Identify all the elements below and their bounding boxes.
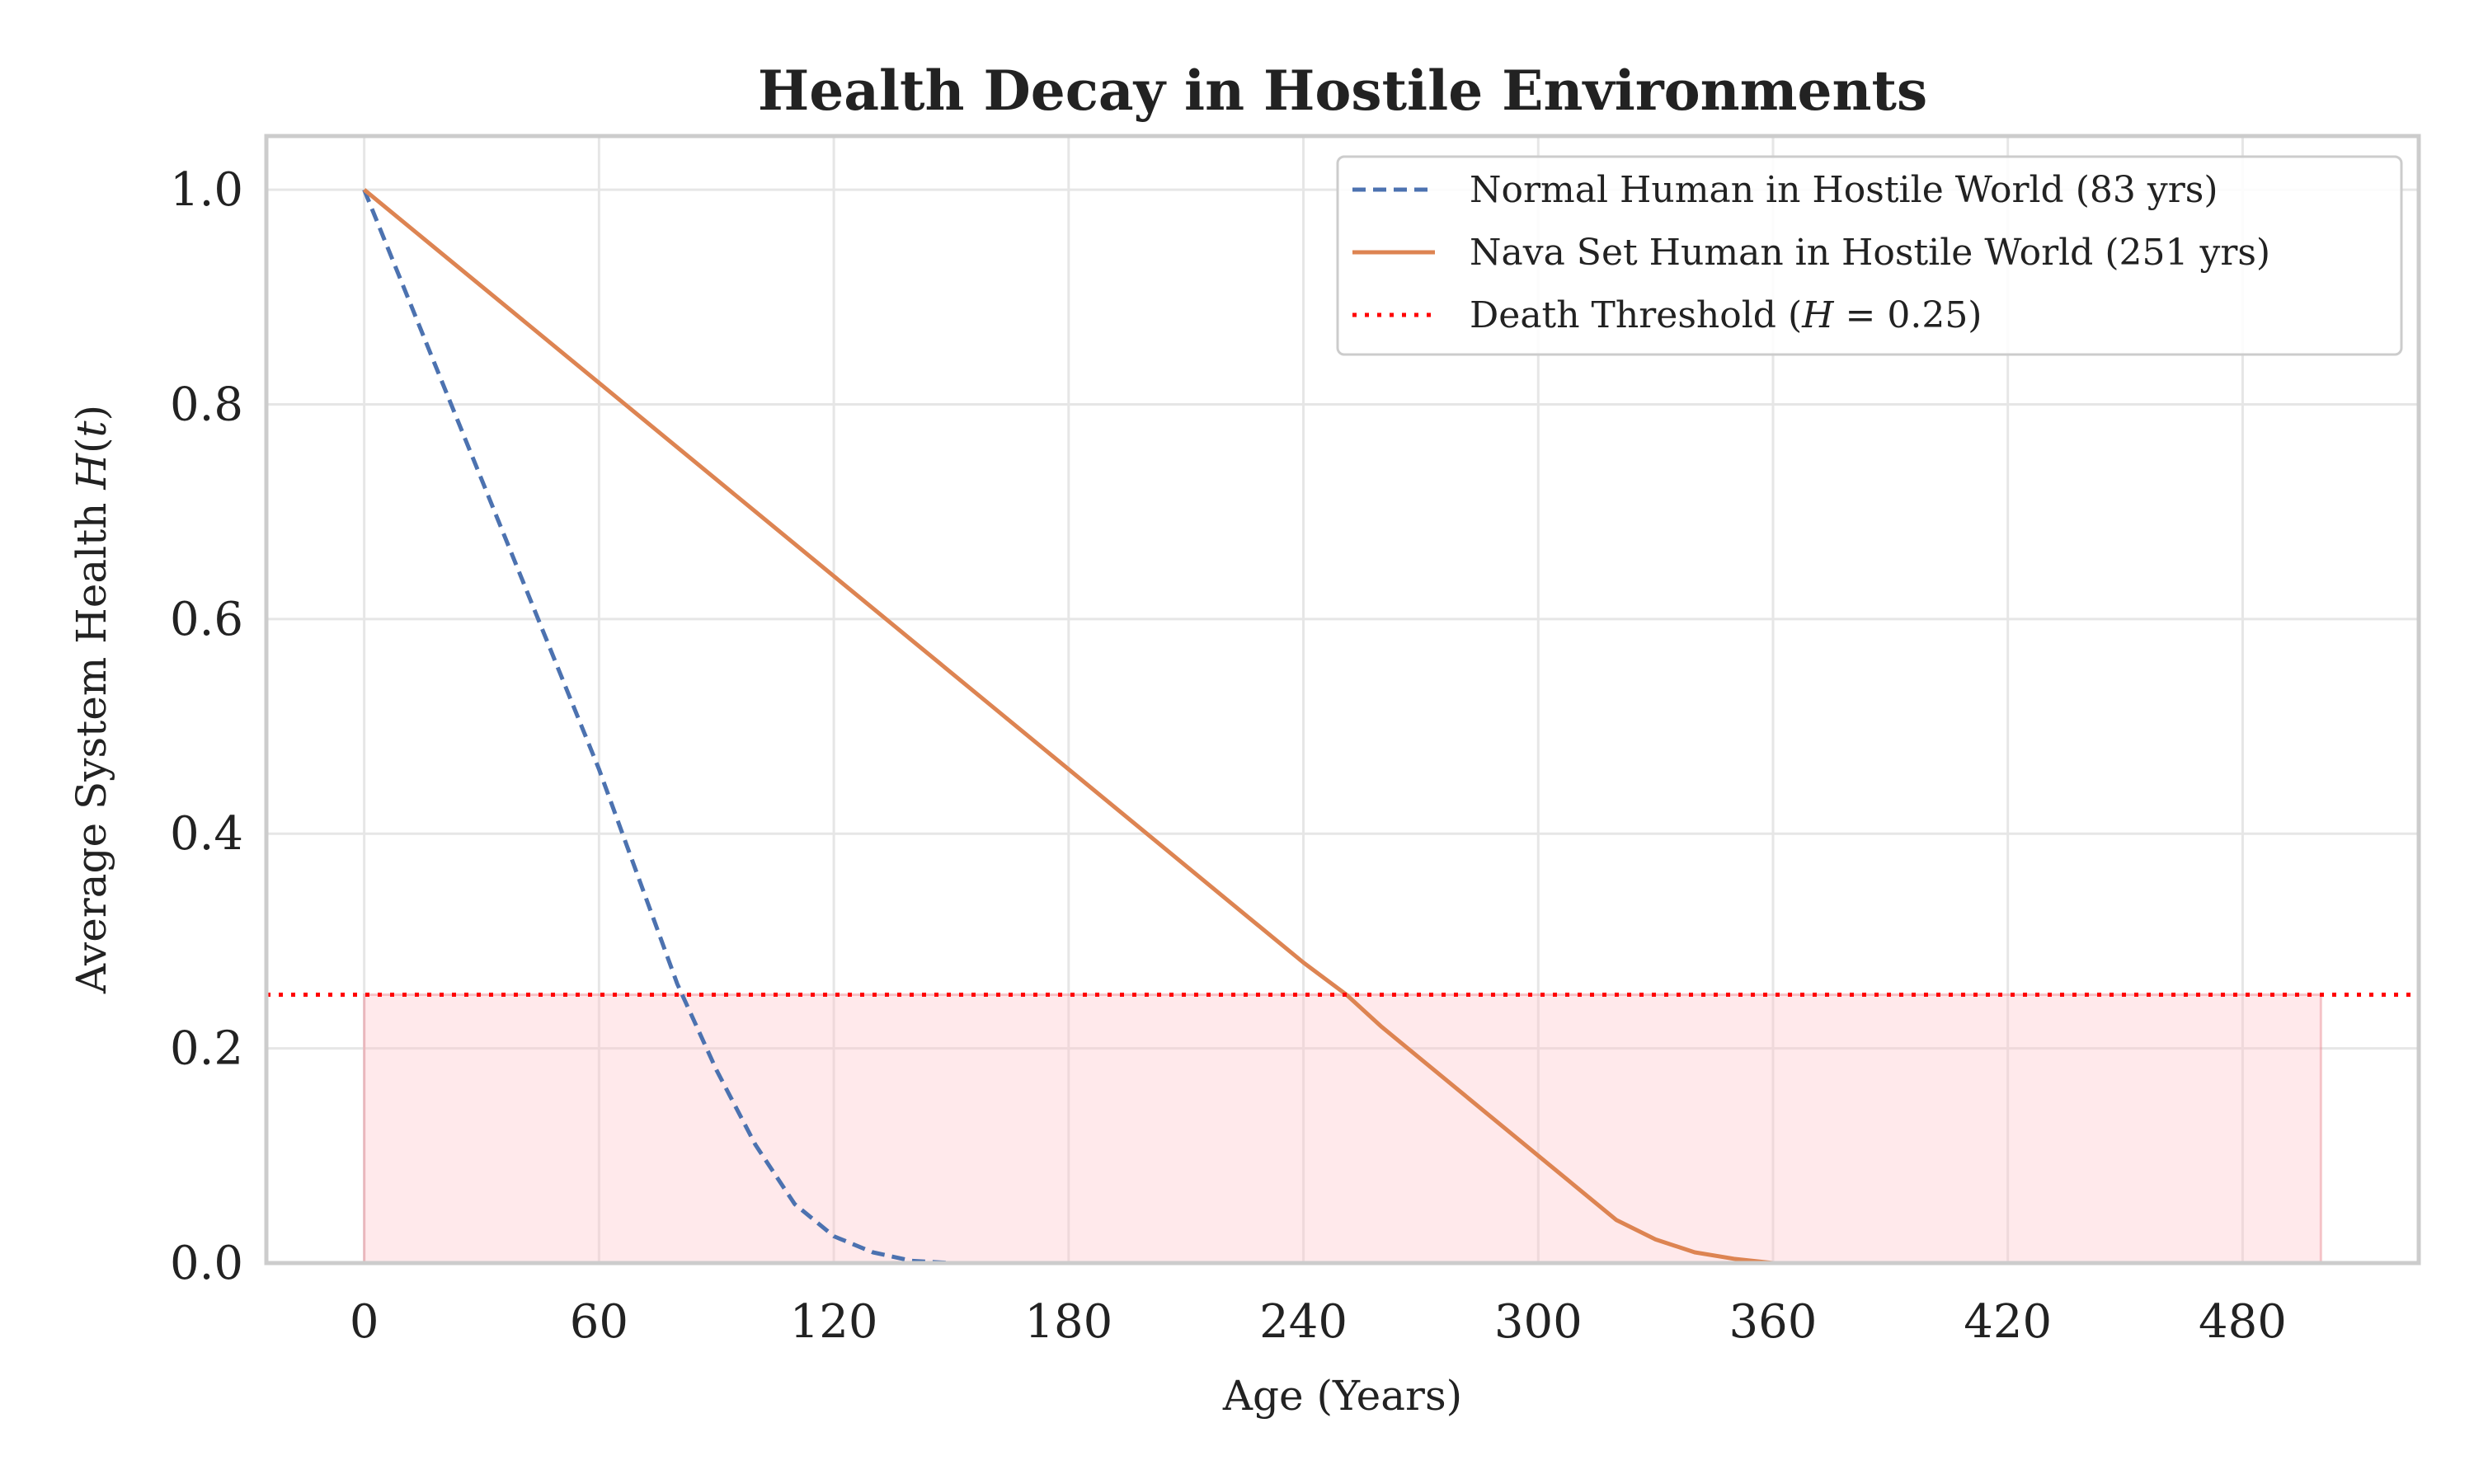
legend-threshold-math: H xyxy=(1801,294,1835,336)
y-axis-label-text: Average System Health xyxy=(68,490,115,994)
legend-label-normal: Normal Human in Hostile World (83 yrs) xyxy=(1470,169,2218,211)
y-tick-label: 0.6 xyxy=(170,593,243,646)
x-tick-label: 60 xyxy=(570,1295,628,1349)
plot-frame xyxy=(264,134,2421,1266)
x-tick-label: 360 xyxy=(1729,1295,1818,1349)
y-tick-label: 0.2 xyxy=(170,1022,243,1076)
chart-title: Health Decay in Hostile Environments xyxy=(758,59,1927,123)
x-tick-label: 300 xyxy=(1494,1295,1583,1349)
x-tick-label: 120 xyxy=(790,1295,878,1349)
tick-layer: 0 60 120 180 240 300 360 420 480 0.0 0.2 0.4 0.6 0.8 1… xyxy=(170,163,2287,1349)
death-zone-shading xyxy=(363,993,2322,1265)
legend: Normal Human in Hostile World (83 yrs) N… xyxy=(1336,155,2403,356)
nava-set-human-line xyxy=(363,188,2321,1266)
legend-label-threshold: Death Threshold (H = 0.25) xyxy=(1470,294,1982,336)
y-tick-label: 0.8 xyxy=(170,378,243,431)
y-axis-label-math: H xyxy=(68,453,115,491)
series-layer xyxy=(266,188,2419,1266)
x-tick-label: 180 xyxy=(1024,1295,1112,1349)
y-axis-label-math-t: t xyxy=(68,420,115,438)
x-axis-label: Age (Years) xyxy=(1222,1372,1462,1420)
legend-threshold-suffix: = 0.25) xyxy=(1834,294,1982,336)
x-tick-label: 240 xyxy=(1259,1295,1348,1349)
normal-human-line xyxy=(362,189,2321,1266)
legend-box xyxy=(1336,155,2403,356)
legend-label-nava: Nava Set Human in Hostile World (251 yrs… xyxy=(1470,232,2270,274)
y-tick-label: 1.0 xyxy=(170,163,243,217)
x-tick-label: 420 xyxy=(1964,1295,2052,1349)
y-axis-label-paren: ( xyxy=(68,438,115,454)
shade-layer xyxy=(363,993,2322,1265)
legend-threshold-prefix: Death Threshold ( xyxy=(1470,294,1802,336)
y-axis-label-paren-close: ) xyxy=(68,405,115,421)
x-tick-label: 480 xyxy=(2199,1295,2287,1349)
y-axis-label: Average System Health H(t) xyxy=(68,405,115,994)
y-tick-label: 0.4 xyxy=(170,807,243,861)
x-tick-label: 0 xyxy=(350,1295,379,1349)
y-tick-label: 0.0 xyxy=(170,1237,243,1290)
